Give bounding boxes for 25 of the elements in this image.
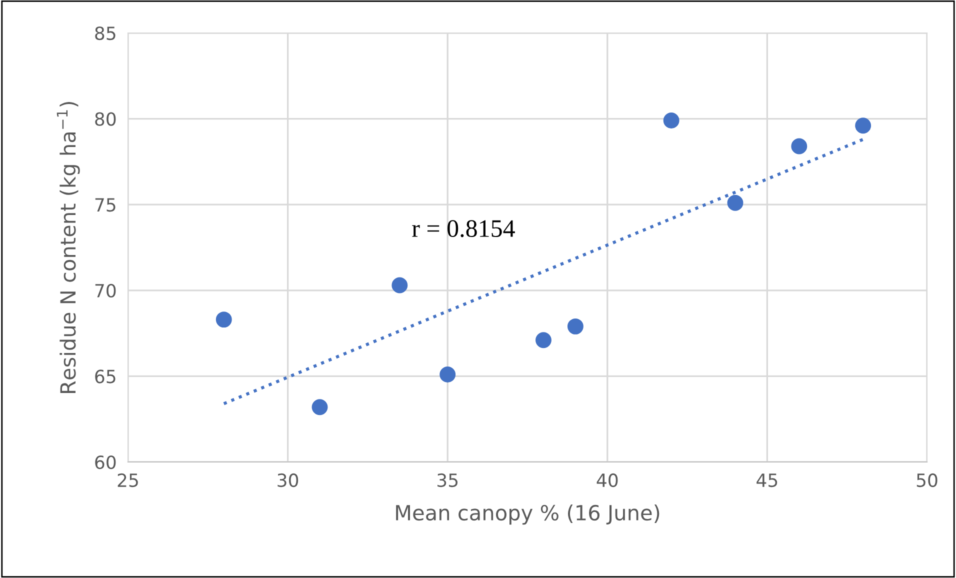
x-tick-label: 25 xyxy=(118,473,138,488)
point xyxy=(392,277,408,294)
x-tick-label: 30 xyxy=(278,473,298,488)
point xyxy=(791,138,808,154)
point xyxy=(727,194,744,211)
y-tick-label: 80 xyxy=(95,112,116,126)
x-tick-label: 35 xyxy=(437,473,458,488)
point xyxy=(440,366,456,382)
x-tick-label: 40 xyxy=(596,473,618,488)
x-tick-label: 45 xyxy=(756,474,778,488)
x-axis-title: Mean canopy % (16 June) xyxy=(396,504,660,525)
y-tick-label: 65 xyxy=(95,370,116,384)
y-tick-label: 75 xyxy=(95,198,116,212)
x-tick-label: 50 xyxy=(916,473,938,488)
y-axis-title: Residue N content (kg ha$^{−1}$) xyxy=(56,102,80,393)
annotation: r = 0.8154 xyxy=(412,220,515,238)
y-tick-label: 60 xyxy=(95,455,116,470)
point xyxy=(216,312,232,328)
point xyxy=(855,118,872,134)
point xyxy=(663,112,680,128)
point xyxy=(536,332,552,348)
point xyxy=(567,318,584,334)
y-tick-label: 70 xyxy=(95,284,116,298)
y-tick-label: 85 xyxy=(95,26,116,40)
point xyxy=(312,399,328,416)
